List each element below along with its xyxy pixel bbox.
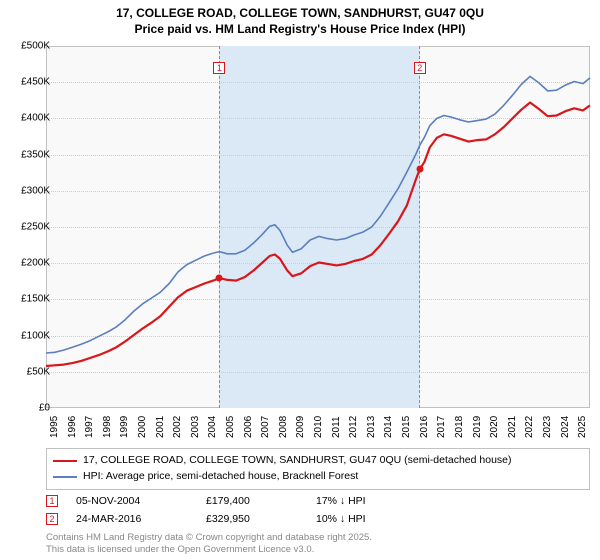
x-axis-label: 2006 (243, 416, 254, 438)
sales-table-row: 2 24-MAR-2016£329,95010% ↓ HPI (46, 510, 590, 528)
sales-table: 1 05-NOV-2004£179,40017% ↓ HPI 2 24-MAR-201… (46, 492, 590, 528)
legend-item: HPI: Average price, semi-detached house,… (53, 469, 583, 485)
x-axis-label: 2015 (401, 416, 412, 438)
x-axis-label: 2016 (419, 416, 430, 438)
x-axis-label: 1997 (84, 416, 95, 438)
x-axis-label: 2010 (313, 416, 324, 438)
sale-callout-box: 2 (414, 62, 426, 74)
x-axis-label: 2022 (524, 416, 535, 438)
x-axis-label: 2002 (172, 416, 183, 438)
x-axis-label: 2005 (225, 416, 236, 438)
x-axis-label: 2014 (383, 416, 394, 438)
chart-plot-area: 12 (46, 46, 590, 408)
x-axis-label: 2007 (260, 416, 271, 438)
x-axis-label: 2017 (436, 416, 447, 438)
sales-table-row: 1 05-NOV-2004£179,40017% ↓ HPI (46, 492, 590, 510)
series-line-hpi (46, 76, 590, 353)
y-axis-label: £300K (0, 185, 50, 196)
legend-swatch (53, 476, 77, 478)
y-axis-label: £200K (0, 258, 50, 269)
legend-box: 17, COLLEGE ROAD, COLLEGE TOWN, SANDHURS… (46, 448, 590, 490)
y-axis-label: £50K (0, 366, 50, 377)
x-axis-label: 2004 (207, 416, 218, 438)
sales-row-marker: 1 (46, 495, 58, 507)
sales-row-date: 24-MAR-2016 (76, 513, 206, 525)
y-axis-label: £0 (0, 403, 50, 414)
x-axis-label: 2013 (366, 416, 377, 438)
y-axis-label: £150K (0, 294, 50, 305)
attribution-text: Contains HM Land Registry data © Crown c… (46, 532, 590, 556)
x-axis-label: 1996 (67, 416, 78, 438)
x-axis-label: 2023 (542, 416, 553, 438)
x-axis-label: 2003 (190, 416, 201, 438)
y-axis-label: £400K (0, 113, 50, 124)
x-axis-label: 1998 (102, 416, 113, 438)
sale-marker-dot (416, 166, 423, 173)
sales-row-price: £179,400 (206, 495, 316, 507)
chart-title-line1: 17, COLLEGE ROAD, COLLEGE TOWN, SANDHURS… (0, 6, 600, 22)
x-axis-label: 2011 (331, 416, 342, 438)
sales-row-pct: 17% ↓ HPI (316, 495, 436, 507)
legend-label: 17, COLLEGE ROAD, COLLEGE TOWN, SANDHURS… (83, 453, 512, 469)
y-axis-label: £350K (0, 149, 50, 160)
x-axis-label: 2019 (472, 416, 483, 438)
y-axis-label: £500K (0, 41, 50, 52)
legend-label: HPI: Average price, semi-detached house,… (83, 469, 358, 485)
x-axis-label: 2008 (278, 416, 289, 438)
sales-row-price: £329,950 (206, 513, 316, 525)
chart-title-line2: Price paid vs. HM Land Registry's House … (0, 22, 600, 38)
sales-row-pct: 10% ↓ HPI (316, 513, 436, 525)
sales-row-marker: 2 (46, 513, 58, 525)
legend-item: 17, COLLEGE ROAD, COLLEGE TOWN, SANDHURS… (53, 453, 583, 469)
sales-row-date: 05-NOV-2004 (76, 495, 206, 507)
series-line-price_paid (46, 103, 590, 367)
x-axis-label: 2020 (489, 416, 500, 438)
x-axis-label: 1995 (49, 416, 60, 438)
x-axis-label: 2018 (454, 416, 465, 438)
y-axis-label: £250K (0, 222, 50, 233)
x-axis-label: 2025 (577, 416, 588, 438)
x-axis-label: 2000 (137, 416, 148, 438)
x-axis-label: 2001 (155, 416, 166, 438)
chart-lines (46, 46, 590, 408)
attribution-line2: This data is licensed under the Open Gov… (46, 544, 590, 556)
sale-callout-box: 1 (213, 62, 225, 74)
legend-swatch (53, 460, 77, 462)
y-axis-label: £450K (0, 77, 50, 88)
x-axis-label: 2024 (560, 416, 571, 438)
x-axis-label: 2009 (295, 416, 306, 438)
x-axis-label: 2021 (507, 416, 518, 438)
x-axis-label: 2012 (348, 416, 359, 438)
sale-marker-dot (216, 275, 223, 282)
attribution-line1: Contains HM Land Registry data © Crown c… (46, 532, 590, 544)
x-axis-label: 1999 (119, 416, 130, 438)
y-axis-label: £100K (0, 330, 50, 341)
